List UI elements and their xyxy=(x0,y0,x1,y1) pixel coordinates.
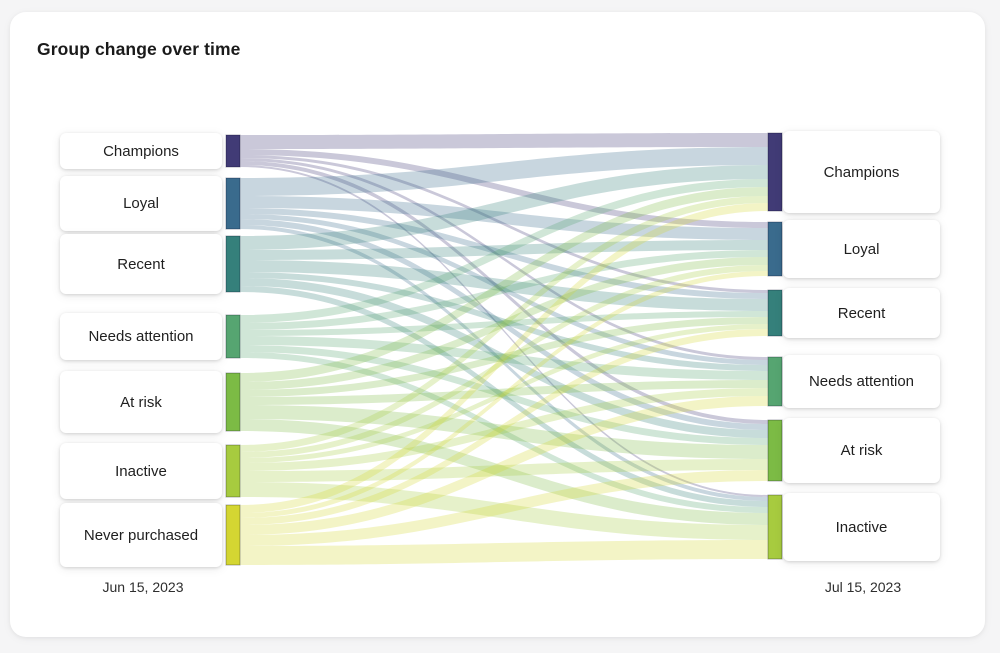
flow-at-risk-to-champions[interactable] xyxy=(240,187,768,382)
flow-loyal-to-recent[interactable] xyxy=(240,208,768,299)
node-right-inactive[interactable] xyxy=(767,494,783,560)
flow-champions-to-champions[interactable] xyxy=(240,133,768,149)
node-label-left-inactive[interactable]: Inactive xyxy=(60,443,222,499)
flow-champions-to-inactive[interactable] xyxy=(240,165,768,497)
flow-inactive-to-recent[interactable] xyxy=(240,324,768,463)
node-label-right-champions[interactable]: Champions xyxy=(783,131,940,213)
flow-champions-to-needs-attention[interactable] xyxy=(240,158,768,360)
flow-champions-to-loyal[interactable] xyxy=(240,149,768,228)
flow-at-risk-to-at-risk[interactable] xyxy=(240,405,768,459)
node-right-recent[interactable] xyxy=(767,289,783,337)
node-label-left-never-purchased[interactable]: Never purchased xyxy=(60,503,222,567)
flow-needs-attention-to-recent[interactable] xyxy=(240,311,768,336)
left-axis-date: Jun 15, 2023 xyxy=(102,579,184,595)
flow-at-risk-to-recent[interactable] xyxy=(240,317,768,397)
flow-recent-to-at-risk[interactable] xyxy=(240,278,768,438)
node-left-champions[interactable] xyxy=(225,134,241,168)
flow-never-purchased-to-at-risk[interactable] xyxy=(240,470,768,546)
node-right-needs-attention[interactable] xyxy=(767,356,783,407)
flow-inactive-to-inactive[interactable] xyxy=(240,482,768,540)
flow-inactive-to-loyal[interactable] xyxy=(240,265,768,458)
flow-champions-to-recent[interactable] xyxy=(240,155,768,293)
flow-needs-attention-to-at-risk[interactable] xyxy=(240,345,768,445)
flow-inactive-to-needs-attention[interactable] xyxy=(240,388,768,471)
flow-loyal-to-at-risk[interactable] xyxy=(240,219,768,430)
flow-loyal-to-inactive[interactable] xyxy=(240,225,768,501)
node-label-left-recent[interactable]: Recent xyxy=(60,234,222,294)
node-left-at-risk[interactable] xyxy=(225,372,241,432)
flow-recent-to-needs-attention[interactable] xyxy=(240,272,768,371)
flow-never-purchased-to-inactive[interactable] xyxy=(240,540,768,565)
node-left-inactive[interactable] xyxy=(225,444,241,498)
flow-never-purchased-to-loyal[interactable] xyxy=(240,271,768,518)
flow-loyal-to-needs-attention[interactable] xyxy=(240,214,768,365)
flow-at-risk-to-loyal[interactable] xyxy=(240,257,768,390)
flow-needs-attention-to-champions[interactable] xyxy=(240,179,768,323)
flow-recent-to-recent[interactable] xyxy=(240,260,768,311)
flow-needs-attention-to-inactive[interactable] xyxy=(240,352,768,513)
node-left-needs-attention[interactable] xyxy=(225,314,241,359)
node-label-left-loyal[interactable]: Loyal xyxy=(60,176,222,231)
flow-champions-to-at-risk[interactable] xyxy=(240,161,768,424)
node-left-recent[interactable] xyxy=(225,235,241,293)
node-right-champions[interactable] xyxy=(767,132,783,212)
node-label-left-champions[interactable]: Champions xyxy=(60,133,222,169)
flow-loyal-to-loyal[interactable] xyxy=(240,196,768,240)
node-left-loyal[interactable] xyxy=(225,177,241,230)
chart-title: Group change over time xyxy=(37,39,241,59)
flow-never-purchased-to-recent[interactable] xyxy=(240,329,768,525)
flow-never-purchased-to-champions[interactable] xyxy=(240,203,768,513)
node-label-right-at-risk[interactable]: At risk xyxy=(783,418,940,483)
flow-recent-to-loyal[interactable] xyxy=(240,240,768,260)
node-label-left-at-risk[interactable]: At risk xyxy=(60,371,222,433)
right-axis-date: Jul 15, 2023 xyxy=(824,579,902,595)
flow-needs-attention-to-loyal[interactable] xyxy=(240,250,768,330)
node-label-right-inactive[interactable]: Inactive xyxy=(783,493,940,561)
node-label-left-needs-attention[interactable]: Needs attention xyxy=(60,313,222,360)
flow-at-risk-to-needs-attention[interactable] xyxy=(240,380,768,405)
node-right-loyal[interactable] xyxy=(767,221,783,277)
node-label-right-recent[interactable]: Recent xyxy=(783,288,940,338)
flow-never-purchased-to-needs-attention[interactable] xyxy=(240,396,768,535)
flow-inactive-to-champions[interactable] xyxy=(240,196,768,452)
flow-loyal-to-champions[interactable] xyxy=(240,147,768,196)
node-right-at-risk[interactable] xyxy=(767,419,783,482)
flow-needs-attention-to-needs-attention[interactable] xyxy=(240,336,768,380)
node-label-right-needs-attention[interactable]: Needs attention xyxy=(783,355,940,408)
node-left-never-purchased[interactable] xyxy=(225,504,241,566)
node-label-right-loyal[interactable]: Loyal xyxy=(783,220,940,278)
flow-inactive-to-at-risk[interactable] xyxy=(240,459,768,482)
flow-recent-to-inactive[interactable] xyxy=(240,286,768,507)
flow-recent-to-champions[interactable] xyxy=(240,165,768,250)
flow-at-risk-to-inactive[interactable] xyxy=(240,419,768,525)
